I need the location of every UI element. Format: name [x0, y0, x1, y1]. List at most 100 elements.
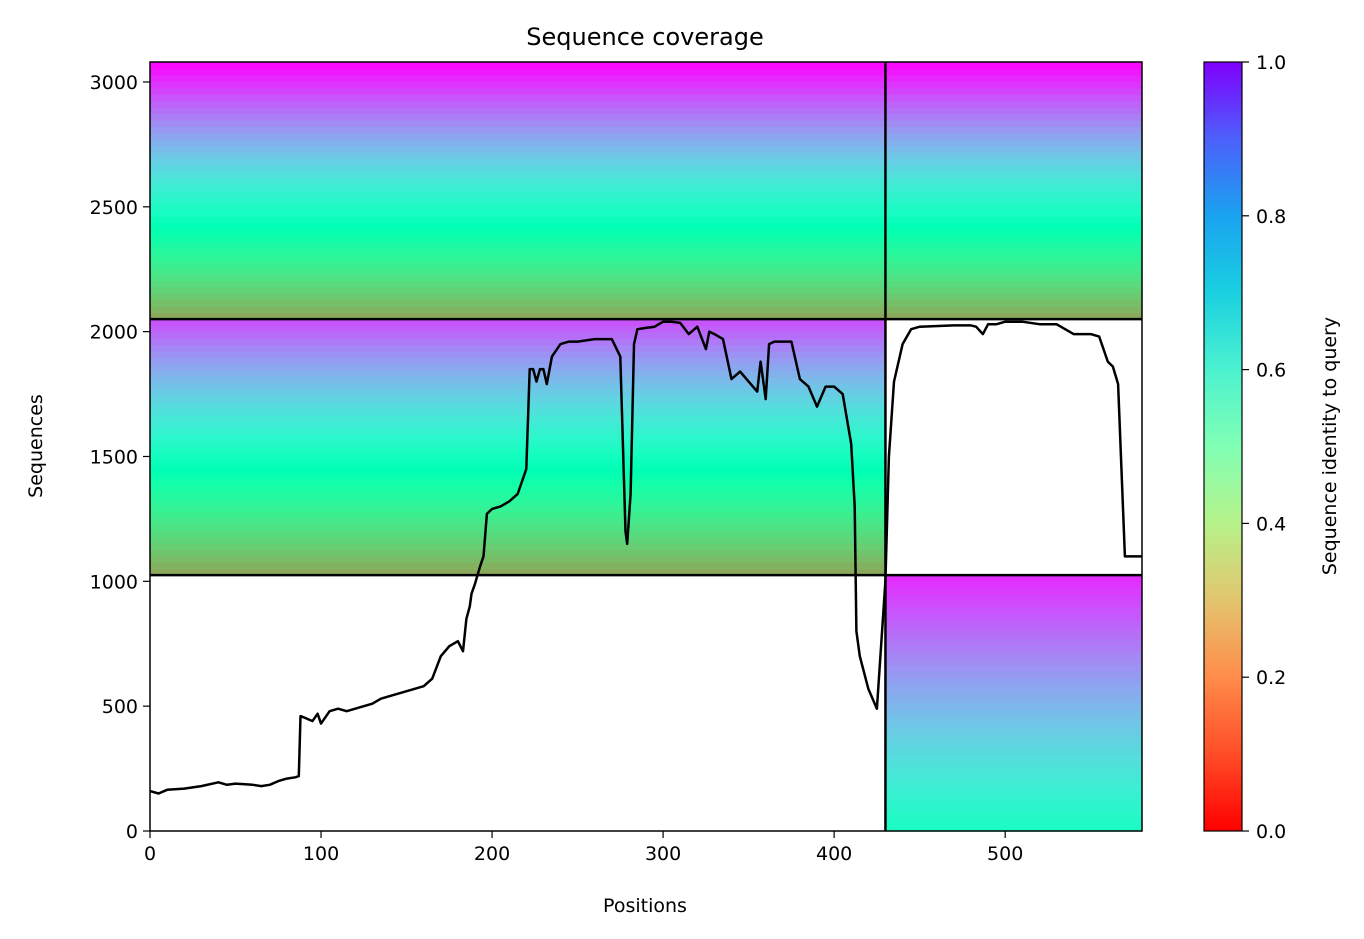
block-upper-left-band: [150, 119, 886, 127]
block-middle-left-band: [150, 447, 886, 455]
block-upper-left-band: [150, 306, 886, 314]
block-upper-right-band: [885, 235, 1142, 243]
block-upper-right-band: [885, 184, 1142, 192]
block-lower-right-band: [885, 715, 1142, 723]
block-upper-right-band: [885, 254, 1142, 262]
block-middle-left-band: [150, 459, 886, 467]
block-middle-left-band: [150, 331, 886, 339]
x-tick-label: 200: [474, 843, 510, 865]
x-tick-label: 500: [987, 843, 1023, 865]
block-upper-left-band: [150, 190, 886, 198]
block-upper-left-band: [150, 62, 886, 70]
block-upper-right-band: [885, 158, 1142, 166]
block-middle-left-band: [150, 376, 886, 384]
block-lower-right-band: [885, 671, 1142, 679]
block-upper-right-band: [885, 132, 1142, 140]
block-lower-right-band: [885, 773, 1142, 781]
block-middle-left-band: [150, 383, 886, 391]
colorbar-tick-label: 0.0: [1256, 821, 1286, 843]
plot-area: [149, 62, 1142, 832]
block-middle-left-band: [150, 562, 886, 570]
x-tick-label: 300: [645, 843, 681, 865]
block-middle-left-band: [150, 504, 886, 512]
block-middle-left-band: [150, 408, 886, 416]
block-lower-right-band: [885, 760, 1142, 768]
block-middle-left-band: [150, 485, 886, 493]
block-upper-left-band: [150, 94, 886, 102]
block-upper-right-band: [885, 209, 1142, 217]
block-middle-left-band: [150, 530, 886, 538]
chart-title: Sequence coverage: [526, 23, 763, 51]
block-lower-right-band: [885, 658, 1142, 666]
block-lower-right-band: [885, 728, 1142, 736]
block-upper-right-band: [885, 62, 1142, 70]
block-upper-right-band: [885, 248, 1142, 256]
block-upper-left-band: [150, 158, 886, 166]
block-upper-right-band: [885, 274, 1142, 282]
block-lower-right-band: [885, 651, 1142, 659]
block-upper-left-band: [150, 222, 886, 230]
block-lower-right-band: [885, 645, 1142, 653]
block-middle-left-band: [150, 395, 886, 403]
block-upper-left-band: [150, 126, 886, 134]
y-tick-label: 3000: [90, 72, 138, 94]
block-upper-left-band: [150, 280, 886, 288]
x-axis-label: Positions: [603, 895, 687, 917]
block-upper-right-band: [885, 68, 1142, 76]
block-upper-left-band: [150, 229, 886, 237]
block-lower-right-band: [885, 587, 1142, 595]
block-upper-left-band: [150, 216, 886, 224]
colorbar-tick-label: 0.6: [1256, 360, 1286, 382]
x-tick-label: 400: [816, 843, 852, 865]
block-upper-right-band: [885, 177, 1142, 185]
colorbar: [1203, 61, 1243, 832]
block-upper-left-band: [150, 261, 886, 269]
block-lower-right-band: [885, 735, 1142, 743]
block-lower-right-band: [885, 703, 1142, 711]
block-upper-left-band: [150, 81, 886, 89]
block-lower-right-band: [885, 575, 1142, 583]
block-upper-left-band: [150, 254, 886, 262]
block-upper-right-band: [885, 267, 1142, 275]
colorbar-tick-label: 1.0: [1256, 52, 1286, 74]
x-tick-label: 0: [144, 843, 156, 865]
x-axis: 0 100 200 300 400 500: [144, 831, 1023, 865]
block-middle-left-band: [150, 421, 886, 429]
block-middle-left-band: [150, 536, 886, 544]
block-upper-left-band: [150, 197, 886, 205]
block-lower-right-band: [885, 747, 1142, 755]
block-lower-right-band: [885, 709, 1142, 717]
block-lower-right-band: [885, 690, 1142, 698]
block-middle-left-band: [150, 555, 886, 563]
block-lower-right-band: [885, 754, 1142, 762]
block-lower-right-band: [885, 639, 1142, 647]
block-lower-right-band: [885, 613, 1142, 621]
block-middle-left-band: [150, 402, 886, 410]
block-upper-left-band: [150, 293, 886, 301]
block-upper-left-band: [150, 164, 886, 172]
block-lower-right-band: [885, 792, 1142, 800]
y-tick-label: 2500: [90, 197, 138, 219]
block-upper-left-band: [150, 299, 886, 307]
block-lower-right-band: [885, 607, 1142, 615]
block-lower-right-band: [885, 722, 1142, 730]
block-upper-right-band: [885, 197, 1142, 205]
block-upper-left-band: [150, 68, 886, 76]
block-upper-left-band: [150, 152, 886, 160]
block-upper-left-band: [150, 312, 886, 320]
block-lower-right-band: [885, 786, 1142, 794]
block-middle-left-band: [150, 543, 886, 551]
colorbar-axis: 0.0 0.2 0.4 0.6 0.8 1.0: [1242, 52, 1286, 843]
block-upper-right-band: [885, 280, 1142, 288]
block-lower-right-band: [885, 767, 1142, 775]
block-upper-right-band: [885, 216, 1142, 224]
block-middle-left-band: [150, 351, 886, 359]
block-upper-left-band: [150, 171, 886, 179]
block-middle-left: [150, 319, 886, 576]
block-upper-left-band: [150, 209, 886, 217]
block-middle-left-band: [150, 523, 886, 531]
block-upper-right-band: [885, 287, 1142, 295]
y-tick-label: 1500: [90, 446, 138, 468]
block-lower-right-band: [885, 632, 1142, 640]
